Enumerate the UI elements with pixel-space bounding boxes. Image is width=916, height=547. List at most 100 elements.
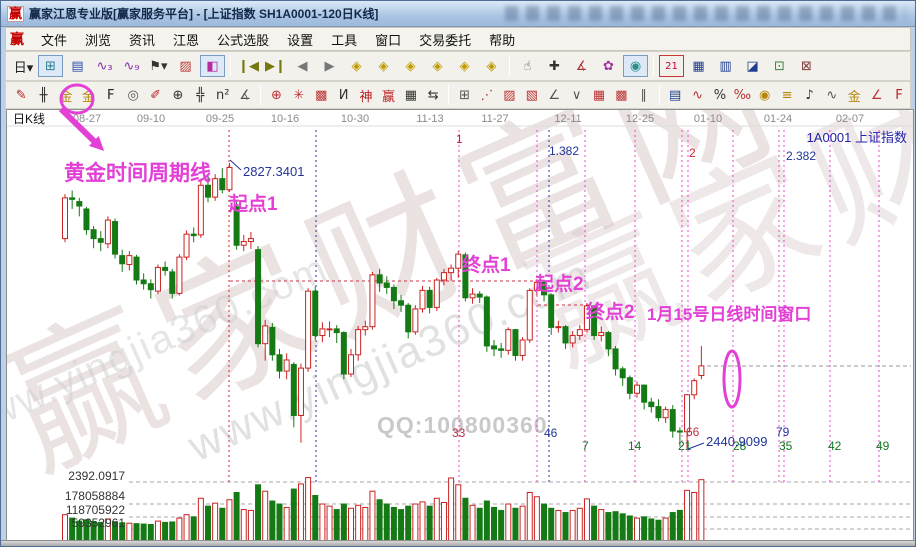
menu-item-8[interactable]: 交易委托 (419, 32, 472, 48)
grid-123-tool-icon[interactable]: ▦ (404, 87, 417, 103)
volume-bar (576, 507, 583, 543)
menu-item-4[interactable]: 公式选股 (217, 32, 270, 48)
fibonacci-tool-icon[interactable]: F (107, 87, 115, 103)
candle-body (562, 326, 569, 344)
f-red-tool-icon[interactable]: F (895, 87, 903, 103)
shen-tool-icon[interactable]: 神 (359, 89, 373, 105)
menu-item-7[interactable]: 窗口 (375, 32, 402, 48)
last-page-icon[interactable]: ▶❙ (265, 58, 286, 74)
hand-tool-icon[interactable]: ☝ (523, 58, 532, 74)
candle-body (162, 266, 169, 271)
menu-items: 文件 浏览 资讯 江恩 公式选股 设置 工具 窗口 交易委托 帮助 (32, 28, 524, 51)
zoom-diamond-star-icon[interactable]: ◈ (459, 58, 470, 74)
draw-pen-tool-icon[interactable]: ✎ (15, 87, 27, 103)
net-send-icon-icon[interactable]: ⊡ (774, 58, 785, 74)
candle-body (448, 267, 455, 274)
menu-item-0[interactable]: 文件 (41, 32, 68, 48)
angle-lines-tool-icon[interactable]: ∠ (548, 87, 560, 103)
region-overview-icon[interactable]: ⊞ (38, 55, 63, 77)
candle-body (669, 409, 676, 432)
percent-line-tool-icon[interactable]: ‰ (733, 87, 752, 103)
v-lines-tool-icon[interactable]: ∨ (571, 87, 582, 103)
volume-bar (448, 477, 455, 543)
candle-body (541, 281, 548, 296)
gold-price-cycle-tool-icon[interactable]: 金 (81, 89, 95, 105)
wave2-tool-icon[interactable]: ∿ (826, 87, 838, 103)
toolbar-separator (448, 85, 450, 105)
marker-pen-tool-icon[interactable]: ✐ (150, 87, 161, 103)
gann-grid-tool-icon[interactable]: ▦ (592, 87, 606, 103)
note-flag-tool-icon[interactable]: ♪ (805, 87, 814, 103)
color-chart-icon-icon[interactable]: ◧ (200, 55, 225, 77)
wave-mark-tool-icon[interactable]: И (338, 87, 349, 103)
stat-list-tool-icon[interactable]: ▤ (668, 87, 682, 103)
band-chart-icon-icon[interactable]: ▨ (179, 58, 192, 74)
price-square-tool-icon[interactable]: ▩ (315, 87, 328, 103)
wave-9-icon-icon[interactable]: ∿₉ (123, 58, 140, 74)
gann-wheel-tool-icon[interactable]: ⊕ (172, 87, 184, 103)
volume-bar (684, 489, 691, 543)
menu-item-1[interactable]: 浏览 (85, 32, 112, 48)
parallel-lines-tool-icon[interactable]: ∥ (640, 87, 647, 103)
fan-square-tool-icon[interactable]: ▨ (503, 87, 516, 103)
gann-annotation-text: 黄金时间周期线 (64, 161, 211, 185)
candle-body (390, 286, 397, 302)
time-grid-tool-icon[interactable]: ╫ (39, 87, 48, 103)
spiral-tool-icon[interactable]: ◎ (127, 87, 139, 103)
candle-body (312, 290, 319, 337)
calculator-icon-icon[interactable]: ▦ (692, 58, 705, 74)
volume-bar (455, 484, 462, 543)
candle-body (297, 367, 304, 416)
gann-grid2-tool-icon[interactable]: ▩ (615, 87, 628, 103)
net-recv-icon-icon[interactable]: ⊠ (801, 58, 812, 74)
percent-wave-tool-icon[interactable]: ∿ (692, 87, 703, 103)
gann-target-tool-icon[interactable]: ⊕ (271, 87, 282, 103)
save-icon-icon[interactable]: ◪ (746, 58, 759, 74)
menu-item-2[interactable]: 资讯 (129, 32, 156, 48)
volume-bar (541, 503, 548, 543)
n-square-tool-icon[interactable]: n² (215, 87, 230, 103)
volume-bar (426, 505, 433, 543)
brain-tool-icon[interactable]: ◉ (623, 55, 648, 77)
box-tool-icon[interactable]: ⊞ (459, 87, 471, 103)
zoom-diamond-expand-icon[interactable]: ◈ (486, 58, 497, 74)
percent-tool-icon[interactable]: % (713, 87, 727, 103)
gold-ratio-tool-icon[interactable]: 金 (847, 89, 861, 105)
fan-square2-tool-icon[interactable]: ▧ (525, 87, 538, 103)
span-arrows-tool-icon[interactable]: ⇆ (427, 87, 439, 103)
zoom-diamond-right-icon[interactable]: ◈ (378, 58, 389, 74)
candle-body (383, 282, 390, 288)
zoom-diamond-compress-icon[interactable]: ◈ (432, 58, 443, 74)
notepad-icon-icon[interactable]: ▥ (719, 58, 732, 74)
menu-item-5[interactable]: 设置 (287, 32, 314, 48)
gold-time-cycle-tool-icon[interactable]: 金 (59, 89, 73, 105)
quote-list-icon[interactable]: ▤ (71, 58, 84, 74)
prev-page-icon[interactable]: ◀ (297, 58, 308, 74)
gold-line-tool-icon[interactable]: ≡ (781, 87, 793, 103)
period-day-dropdown-icon[interactable]: 日▾ (13, 60, 34, 76)
zoom-diamond-h-icon[interactable]: ◈ (405, 58, 416, 74)
compass-tool-icon[interactable]: ∡ (239, 87, 251, 103)
wave-3-icon-icon[interactable]: ∿₃ (96, 58, 113, 74)
time-ruler-tool-icon[interactable]: ╬ (196, 87, 205, 103)
volume-bar (555, 509, 562, 543)
fan-lines-tool-icon[interactable]: ⋰ (480, 87, 494, 103)
ying-tool-icon[interactable]: 赢 (381, 89, 395, 105)
menu-item-6[interactable]: 工具 (331, 32, 358, 48)
zoom-diamond-left-icon[interactable]: ◈ (351, 58, 362, 74)
calendar-21-icon-icon[interactable]: 21 (659, 55, 684, 77)
menu-item-3[interactable]: 江恩 (173, 32, 200, 48)
menu-item-9[interactable]: 帮助 (489, 32, 516, 48)
angle-measure-tool-icon[interactable]: ∡ (575, 58, 588, 74)
candle-body (362, 326, 369, 331)
angle-j-tool-icon[interactable]: ∠ (870, 87, 883, 103)
crosshair-tool-icon[interactable]: ✚ (549, 58, 560, 74)
flag-dropdown-icon[interactable]: ⚑▾ (149, 58, 168, 74)
next-page-icon[interactable]: ▶ (324, 58, 335, 74)
first-page-icon[interactable]: ❙◀ (238, 58, 259, 74)
gold-circle-tool-icon[interactable]: ◉ (759, 87, 771, 103)
gann-star-tool-icon[interactable]: ✳ (293, 87, 305, 103)
gann-flower-tool-icon[interactable]: ✿ (603, 58, 614, 74)
